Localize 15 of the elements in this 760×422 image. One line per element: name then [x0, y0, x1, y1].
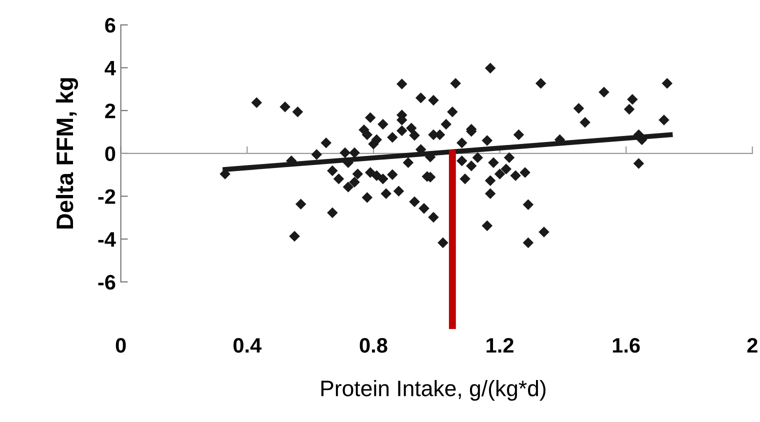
y-tick-label: 0 — [105, 146, 116, 162]
y-tick-label: -4 — [98, 232, 116, 247]
x-tick-label: 2 — [747, 338, 758, 353]
x-tick-label: 0.8 — [360, 338, 388, 353]
x-tick-label: 1.2 — [486, 338, 514, 353]
x-tick-label: 1.6 — [612, 338, 640, 353]
y-tick-label: -6 — [98, 274, 116, 290]
y-tick-label: 6 — [105, 18, 116, 33]
y-axis-title: Delta FFM, kg — [56, 78, 78, 229]
y-tick-label: -2 — [98, 189, 116, 204]
x-tick-label: 0 — [116, 338, 126, 353]
y-tick-label: 4 — [104, 60, 116, 76]
y-tick-label: 2 — [105, 104, 116, 118]
x-axis-title: Protein Intake, g/(kg*d) — [321, 380, 546, 401]
x-tick-label: 0.4 — [233, 338, 262, 353]
